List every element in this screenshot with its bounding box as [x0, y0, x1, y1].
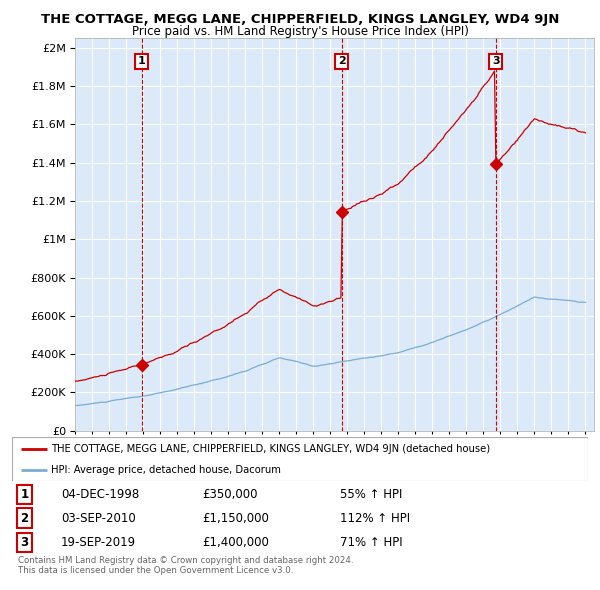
FancyBboxPatch shape — [12, 437, 588, 481]
Text: Price paid vs. HM Land Registry's House Price Index (HPI): Price paid vs. HM Land Registry's House … — [131, 25, 469, 38]
Text: Contains HM Land Registry data © Crown copyright and database right 2024.: Contains HM Land Registry data © Crown c… — [18, 556, 353, 565]
Text: THE COTTAGE, MEGG LANE, CHIPPERFIELD, KINGS LANGLEY, WD4 9JN: THE COTTAGE, MEGG LANE, CHIPPERFIELD, KI… — [41, 13, 559, 26]
Text: 19-SEP-2019: 19-SEP-2019 — [61, 536, 136, 549]
Text: 55% ↑ HPI: 55% ↑ HPI — [340, 488, 403, 501]
Text: THE COTTAGE, MEGG LANE, CHIPPERFIELD, KINGS LANGLEY, WD4 9JN (detached house): THE COTTAGE, MEGG LANE, CHIPPERFIELD, KI… — [51, 444, 490, 454]
Text: 1: 1 — [20, 488, 29, 501]
Text: 1: 1 — [138, 56, 146, 66]
Text: 2: 2 — [338, 56, 346, 66]
Text: 3: 3 — [492, 56, 499, 66]
Text: 03-SEP-2010: 03-SEP-2010 — [61, 512, 136, 525]
Text: 71% ↑ HPI: 71% ↑ HPI — [340, 536, 403, 549]
Text: This data is licensed under the Open Government Licence v3.0.: This data is licensed under the Open Gov… — [18, 566, 293, 575]
Text: 04-DEC-1998: 04-DEC-1998 — [61, 488, 139, 501]
Text: HPI: Average price, detached house, Dacorum: HPI: Average price, detached house, Daco… — [51, 465, 281, 475]
Text: £1,400,000: £1,400,000 — [202, 536, 269, 549]
Text: £1,150,000: £1,150,000 — [202, 512, 269, 525]
Text: 112% ↑ HPI: 112% ↑ HPI — [340, 512, 410, 525]
Text: £350,000: £350,000 — [202, 488, 257, 501]
Text: 3: 3 — [20, 536, 29, 549]
Text: 2: 2 — [20, 512, 29, 525]
